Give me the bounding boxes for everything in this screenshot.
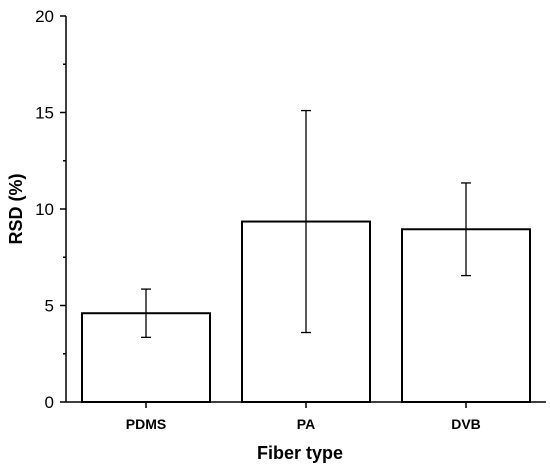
x-tick-label: PA [297,416,315,432]
category-labels: PDMS PA DVB [126,416,481,432]
y-tick-label: 5 [45,297,54,316]
y-tick-label: 20 [35,7,54,26]
x-tick-label: DVB [451,416,481,432]
y-axis-ticks: 0 5 10 15 20 [35,7,66,412]
x-axis-title: Fiber type [257,443,343,463]
y-tick-label: 0 [45,393,54,412]
x-tick-label: PDMS [126,416,166,432]
error-bars [141,109,471,338]
y-tick-label: 10 [35,200,54,219]
y-axis-title: RSD (%) [6,173,26,244]
y-tick-label: 15 [35,104,54,123]
